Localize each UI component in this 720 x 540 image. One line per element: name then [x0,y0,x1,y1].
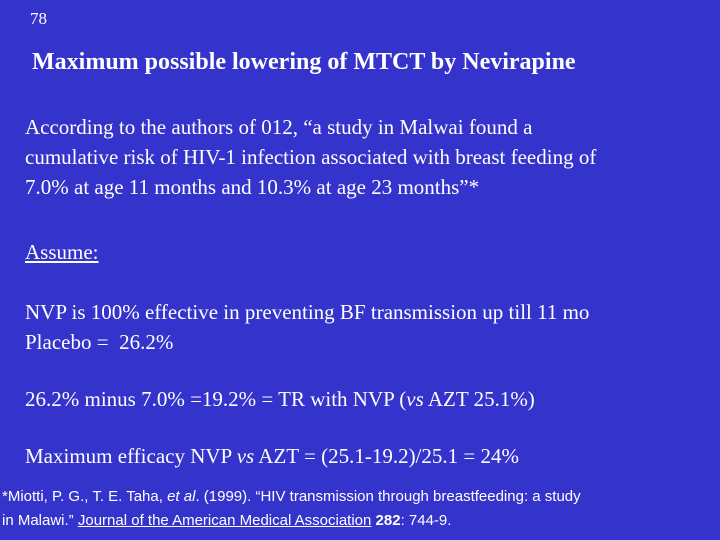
quote-line: cumulative risk of HIV-1 infection assoc… [25,145,597,169]
assume-heading: Assume: [25,240,99,264]
footnote-line: *Miotti, P. G., T. E. Taha, et al. (1999… [2,488,581,505]
text: in Malawi.” [2,512,78,529]
text: : 744-9. [400,512,452,529]
text: 26.2% minus 7.0% =19.2% = TR with NVP ( [25,387,407,411]
slide-title: Maximum possible lowering of MTCT by Nev… [32,49,576,75]
efficacy: Maximum efficacy NVP vs AZT = (25.1-19.2… [25,444,519,469]
calculation: 26.2% minus 7.0% =19.2% = TR with NVP (v… [25,387,535,412]
assumption-line: NVP is 100% effective in preventing BF t… [25,300,590,324]
text: et al [167,488,196,505]
text: vs [236,444,255,468]
assumption-line: Placebo = 26.2% [25,330,174,354]
quote-line: 7.0% at age 11 months and 10.3% at age 2… [25,175,480,199]
text: AZT 25.1%) [423,387,535,411]
slide-number: 78 [30,9,47,28]
text: vs [406,387,424,411]
text: . (1999). “HIV transmission through brea… [195,488,581,505]
text: AZT = (25.1-19.2)/25.1 = 24% [254,444,519,468]
journal: Journal of the American Medical Associat… [77,512,372,529]
quote-line: According to the authors of 012, “a stud… [25,115,533,139]
footnote-line: in Malawi.” Journal of the American Medi… [2,512,451,529]
text: *Miotti, P. G., T. E. Taha, [2,488,168,505]
volume: 282 [375,512,401,529]
text: Maximum efficacy NVP [25,444,237,468]
